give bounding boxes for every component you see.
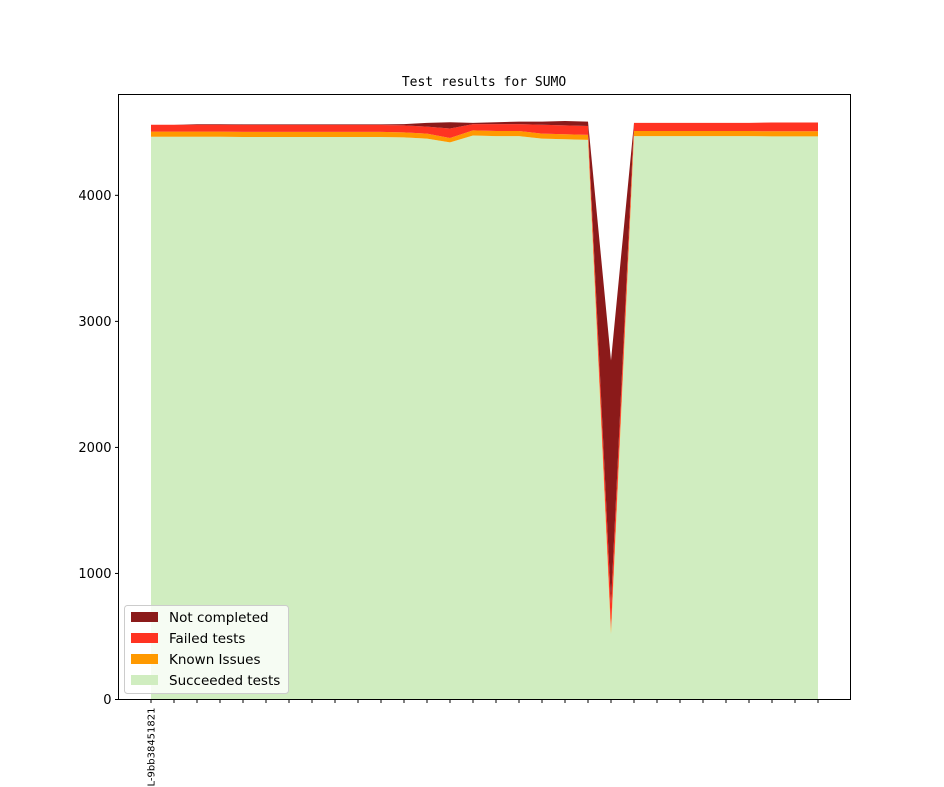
y-tick-label: 4000 bbox=[78, 189, 111, 204]
legend-label: Not completed bbox=[169, 610, 269, 626]
legend-label: Known Issues bbox=[169, 652, 261, 668]
area-succeeded-tests bbox=[151, 135, 818, 700]
y-tick-label: 0 bbox=[103, 693, 111, 708]
x-tick-label: L-9bb38451821 bbox=[147, 708, 158, 787]
y-tick-label: 3000 bbox=[78, 315, 111, 330]
legend-box bbox=[124, 605, 289, 694]
stacked-areas bbox=[151, 120, 818, 700]
legend-swatch bbox=[131, 612, 158, 622]
legend-label: Failed tests bbox=[169, 631, 245, 647]
legend: Not completed Failed tests Known Issues Suc… bbox=[124, 605, 289, 694]
y-tick-label: 1000 bbox=[78, 567, 111, 582]
chart-title: Test results for SUMO bbox=[402, 75, 567, 90]
x-axis: L-9bb38451821 bbox=[147, 699, 819, 787]
legend-swatch bbox=[131, 633, 158, 643]
plot-frame bbox=[118, 94, 851, 700]
y-axis: 0 1000 2000 3000 4000 bbox=[78, 189, 119, 708]
legend-label: Succeeded tests bbox=[169, 673, 280, 689]
legend-swatch bbox=[131, 654, 158, 664]
legend-swatch bbox=[131, 675, 158, 685]
y-tick-label: 2000 bbox=[78, 441, 111, 456]
